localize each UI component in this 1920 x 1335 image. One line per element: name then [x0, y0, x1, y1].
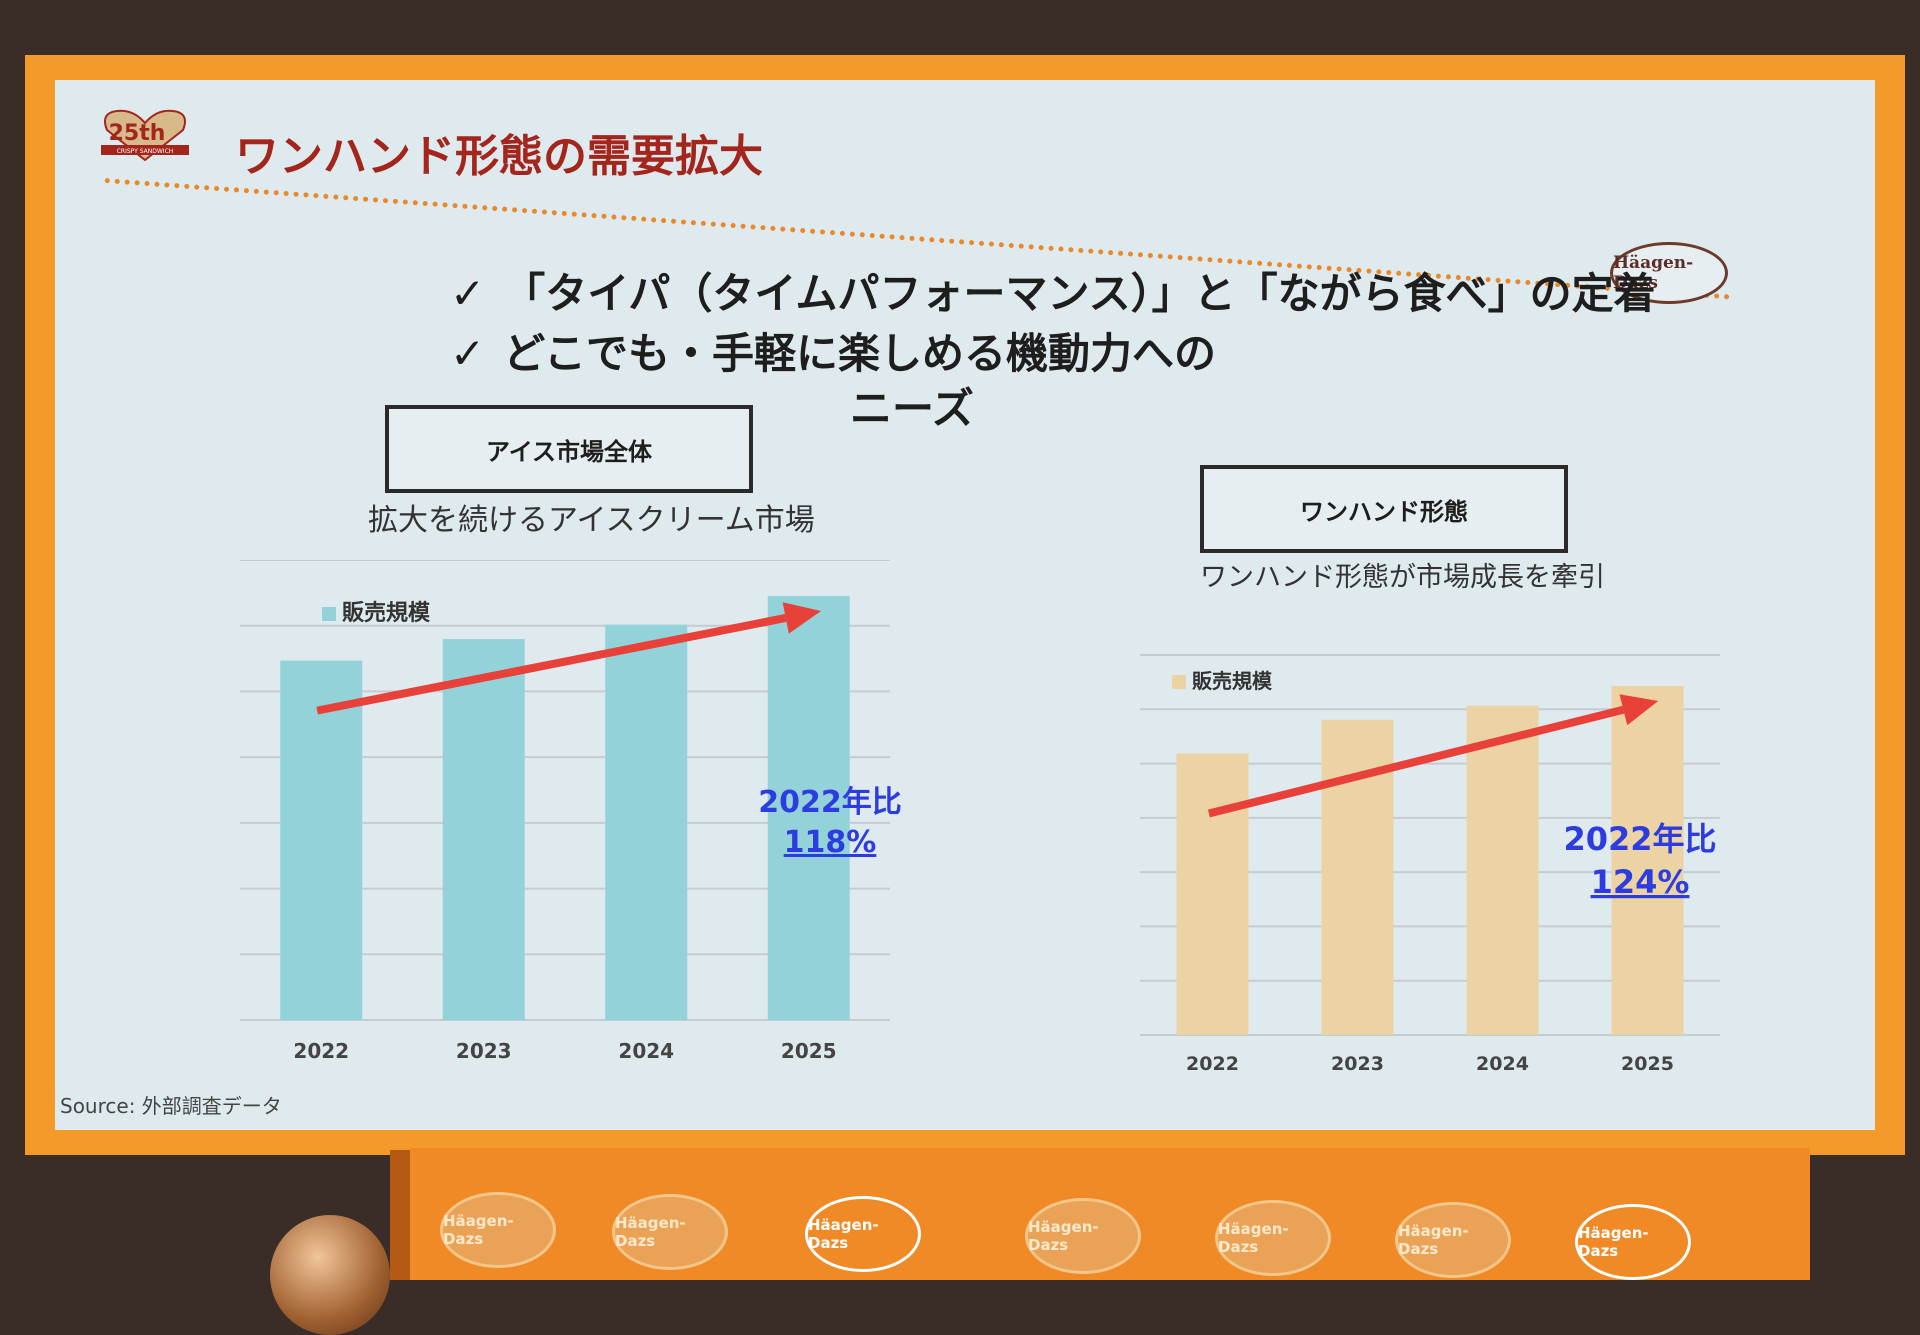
x-tick-label: 2025: [781, 1039, 837, 1063]
trend-arrow-head: [1619, 694, 1659, 726]
left-panel-subtitle: 拡大を続けるアイスクリーム市場: [368, 503, 815, 538]
podium-medal: Häagen-Dazs: [1395, 1202, 1511, 1278]
bar-2024: [605, 624, 688, 1020]
bar-2025: [767, 595, 850, 1020]
growth-annotation-percent: 118%: [784, 825, 877, 860]
right-panel-subtitle: ワンハンド形態が市場成長を牽引: [1200, 562, 1605, 593]
legend-label: 販売規模: [342, 600, 431, 626]
bullet-2: ✓ どこでも・手軽に楽しめる機動力への: [450, 320, 1216, 381]
x-tick-label: 2024: [1476, 1053, 1529, 1075]
check-icon: ✓: [450, 269, 486, 318]
x-tick-label: 2025: [1621, 1053, 1674, 1075]
trend-arrow-line: [1207, 705, 1625, 818]
trend-arrow-head: [782, 602, 822, 634]
x-tick-label: 2023: [456, 1039, 512, 1063]
bullet-2-continued: ニーズ: [850, 384, 974, 433]
bar-2022: [1176, 753, 1249, 1035]
podium-medal: Häagen-Dazs: [1025, 1198, 1141, 1274]
legend-swatch: [1172, 675, 1186, 689]
bar-2023: [442, 639, 525, 1020]
stage-lamp: [270, 1215, 390, 1335]
podium-medal: Häagen-Dazs: [440, 1192, 556, 1268]
bullet-1: ✓ 「タイパ（タイムパフォーマンス）」と「ながら食べ」の定着: [450, 260, 1656, 321]
photo-scene: 25th CRISPY SANDWICH ワンハンド形態の需要拡大 Häagen…: [25, 55, 1905, 1335]
logo-text: 25th: [109, 121, 166, 146]
podium-medal: Häagen-Dazs: [805, 1196, 921, 1272]
podium-medal: Häagen-Dazs: [612, 1194, 728, 1270]
anniversary-logo: 25th CRISPY SANDWICH: [101, 109, 189, 162]
podium-medal: Häagen-Dazs: [1575, 1204, 1691, 1280]
bullet-1-text: 「タイパ（タイムパフォーマンス）」と「ながら食べ」の定着: [503, 269, 1656, 318]
slide-title: ワンハンド形態の需要拡大: [235, 131, 763, 182]
left-bar-chart: 2022 2023 2024 2025 販売規模 2022年比 118%: [240, 560, 902, 1063]
x-tick-label: 2022: [293, 1039, 349, 1063]
bar-2025: [1611, 685, 1684, 1035]
legend-swatch: [322, 607, 336, 621]
logo-subtext: CRISPY SANDWICH: [117, 148, 174, 155]
bar-2024: [1466, 705, 1539, 1035]
source-note: Source: 外部調査データ: [60, 1094, 282, 1118]
bar-2022: [280, 660, 363, 1020]
left-panel-label: アイス市場全体: [385, 405, 753, 493]
right-panel-label: ワンハンド形態: [1200, 465, 1568, 553]
bullet-2-text: どこでも・手軽に楽しめる機動力への: [503, 329, 1216, 378]
x-tick-label: 2022: [1186, 1053, 1239, 1075]
check-icon: ✓: [450, 329, 486, 378]
trend-arrow-line: [316, 614, 787, 715]
legend-label: 販売規模: [1192, 669, 1273, 693]
x-tick-label: 2024: [618, 1039, 674, 1063]
x-tick-label: 2023: [1331, 1053, 1384, 1075]
brand-logo: Häagen-Dazs: [1610, 242, 1728, 304]
right-bar-chart: 2022 2023 2024 2025 販売規模 2022年比 124%: [1140, 654, 1720, 1075]
growth-annotation-year: 2022年比: [758, 785, 902, 820]
podium-medal: Häagen-Dazs: [1215, 1200, 1331, 1276]
growth-annotation-year: 2022年比: [1563, 820, 1716, 858]
growth-annotation-percent: 124%: [1591, 863, 1690, 901]
